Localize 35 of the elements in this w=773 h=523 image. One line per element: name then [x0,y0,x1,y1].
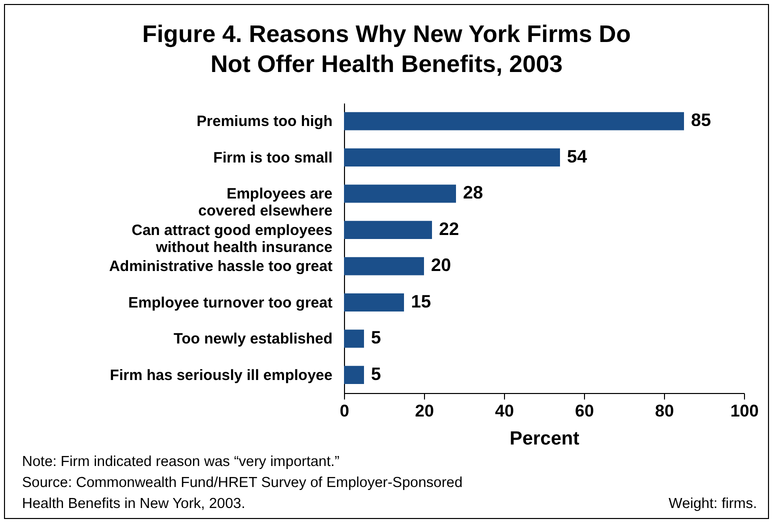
chart-title: Figure 4. Reasons Why New York Firms Do Not Offer Health Benefits, 2003 [141,20,632,80]
bar [344,148,560,166]
data-label: 28 [463,182,484,203]
x-tick-label: 40 [495,402,514,420]
text: Note: Firm indicated reason was “very important.” [22,453,340,472]
y-tick-label: Can attract good employees without health insurance [132,222,332,256]
bar [344,184,456,203]
x-axis-title: Percent [510,428,580,450]
bar [344,257,424,276]
data-label: 15 [411,291,432,312]
x-tick-label: 20 [415,402,434,420]
data-label: 5 [371,328,382,348]
y-tick-label: Too newly established [174,330,332,348]
y-tick-label: Administrative hassle too great [109,258,332,276]
data-label: 20 [431,255,452,276]
y-tick-label: Firm has seriously ill employee [110,366,332,384]
data-label: 54 [567,146,588,166]
bar [344,330,364,348]
source-note: Source: Commonwealth Fund/HRET Survey of Employer-Sponsored Health Benefits in New York, 2003. [22,474,463,514]
x-tick-label: 80 [655,402,674,420]
x-tick-label: 0 [340,402,350,420]
x-tick-label: 100 [730,402,759,420]
bar [344,220,432,239]
bar [344,366,364,384]
text: Weight: firms. [668,495,757,514]
y-tick-label: Employee turnover too great [128,294,332,312]
data-label: 85 [691,110,712,130]
y-tick-label: Firm is too small [213,149,332,166]
y-tick-label: Premiums too high [196,113,332,130]
bar [344,112,684,130]
x-tick-label: 60 [575,402,594,420]
y-tick-label: Employees are covered elsewhere [198,186,332,220]
data-label: 5 [371,364,382,384]
data-label: 22 [439,218,460,239]
bar [344,293,404,312]
